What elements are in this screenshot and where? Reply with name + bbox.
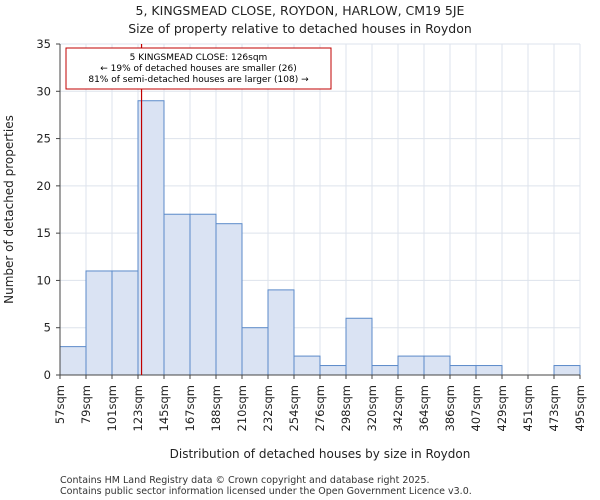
x-tick-label: 232sqm — [261, 385, 275, 431]
x-tick-label: 101sqm — [105, 385, 119, 431]
chart-title: 5, KINGSMEAD CLOSE, ROYDON, HARLOW, CM19… — [136, 3, 465, 18]
bar — [241, 327, 269, 376]
x-tick-label: 320sqm — [365, 385, 379, 431]
bar — [371, 365, 399, 376]
x-tick-label: 123sqm — [131, 385, 145, 431]
chart-subtitle: Size of property relative to detached ho… — [128, 21, 472, 36]
annotation-box — [65, 47, 332, 90]
y-tick-label: 20 — [36, 179, 51, 193]
x-tick-label: 386sqm — [443, 385, 457, 431]
x-tick-label: 188sqm — [209, 385, 223, 431]
x-tick-label: 145sqm — [157, 385, 171, 431]
bar — [553, 365, 581, 376]
bar — [319, 365, 347, 376]
footer-line-2: Contains public sector information licen… — [60, 486, 472, 497]
x-tick-label: 473sqm — [547, 385, 561, 431]
bar — [267, 289, 295, 376]
x-tick-label: 495sqm — [573, 385, 587, 431]
footer-line-1: Contains HM Land Registry data © Crown c… — [60, 475, 430, 486]
x-tick-label: 254sqm — [287, 385, 301, 431]
x-tick-label: 276sqm — [313, 385, 327, 431]
y-tick-label: 35 — [36, 37, 51, 51]
x-tick-label: 57sqm — [53, 385, 67, 424]
bar — [293, 355, 321, 376]
x-tick-label: 298sqm — [339, 385, 353, 431]
y-tick-label: 10 — [36, 273, 51, 287]
bar — [215, 223, 243, 376]
x-tick-label: 342sqm — [391, 385, 405, 431]
bar — [449, 365, 477, 376]
x-tick-label: 210sqm — [235, 385, 249, 431]
bar — [111, 270, 139, 376]
bar — [137, 100, 165, 376]
bar — [59, 346, 87, 376]
bars-group — [59, 100, 581, 376]
bar — [475, 365, 503, 376]
y-tick-label: 30 — [36, 84, 51, 98]
x-tick-label: 429sqm — [495, 385, 509, 431]
x-tick-label: 79sqm — [79, 385, 93, 424]
bar — [189, 213, 217, 376]
x-axis-label: Distribution of detached houses by size … — [170, 447, 471, 461]
bar — [423, 355, 451, 376]
annotation-line-2: ← 19% of detached houses are smaller (26… — [100, 64, 297, 74]
x-tick-labels: 57sqm 79sqm 101sqm 123sqm 145sqm 167sqm 188sqm… — [53, 375, 587, 431]
bar — [85, 270, 113, 376]
annotation-line-1: 5 KINGSMEAD CLOSE: 126sqm — [130, 53, 268, 63]
y-axis-label: Number of detached properties — [2, 115, 16, 304]
y-tick-label: 15 — [36, 226, 51, 240]
y-tick-label: 0 — [44, 368, 51, 382]
y-tick-labels: 0 5 10 15 20 25 30 35 — [36, 37, 60, 382]
y-tick-label: 5 — [44, 321, 51, 335]
bar — [397, 355, 425, 376]
x-tick-label: 364sqm — [417, 385, 431, 431]
x-tick-label: 451sqm — [521, 385, 535, 431]
x-tick-label: 407sqm — [469, 385, 483, 431]
bar — [345, 317, 373, 376]
x-tick-label: 167sqm — [183, 385, 197, 431]
y-tick-label: 25 — [36, 132, 51, 146]
annotation-line-3: 81% of semi-detached houses are larger (… — [88, 75, 309, 85]
bar — [163, 213, 191, 376]
